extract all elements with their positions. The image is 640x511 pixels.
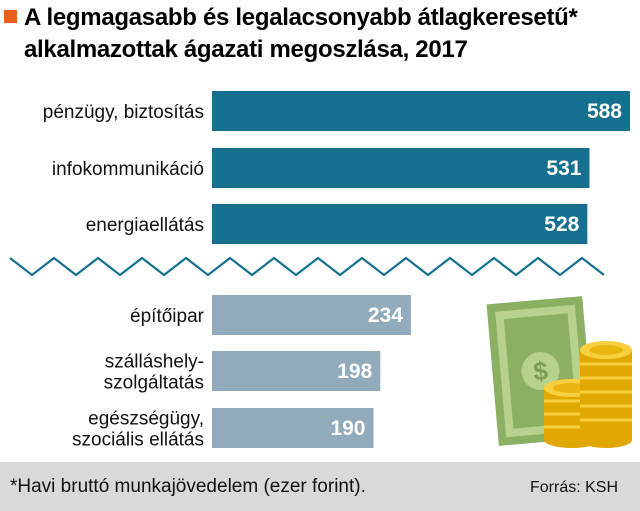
chart-title-line-2: alkalmazottak ágazati megoszlása, 2017 (24, 36, 468, 63)
axis-break-zigzag (9, 256, 605, 277)
category-label: szociális ellátás (72, 430, 204, 451)
bar-lowest-2 (212, 408, 374, 448)
footer: *Havi bruttó munkajövedelem (ezer forint… (0, 462, 640, 511)
category-label: építőipar (130, 306, 205, 327)
bar-highest-0 (212, 91, 630, 131)
bar-value-label: 190 (330, 417, 365, 440)
bar-value-label: 198 (337, 360, 372, 383)
bar-value-label: 588 (587, 100, 622, 123)
money-icon: $ (486, 296, 632, 448)
category-label: infokommunikáció (52, 159, 204, 180)
category-label: egészségügy, (88, 409, 204, 430)
chart-title-line-1: A legmagasabb és legalacsonyabb átlagker… (24, 4, 578, 31)
source-credit: Forrás: KSH (529, 479, 618, 496)
svg-text:$: $ (532, 355, 550, 386)
chart-title: A legmagasabb és legalacsonyabb átlagker… (24, 2, 634, 66)
footnote: *Havi bruttó munkajövedelem (ezer forint… (10, 476, 366, 497)
bar-value-label: 531 (546, 157, 581, 180)
bar-highest-1 (212, 148, 590, 188)
category-label: pénzügy, biztosítás (43, 102, 204, 123)
title-marker (4, 10, 17, 23)
bars-layer: 588 pénzügy, biztosítás 531 infokommunikáci… (43, 91, 630, 451)
bar-lowest-1 (212, 351, 381, 391)
category-label: szolgáltatás (104, 373, 204, 394)
bar-lowest-0 (212, 295, 411, 335)
bar-chart: 588 pénzügy, biztosítás 531 infokommunikáci… (9, 91, 632, 451)
category-label: energiaellátás (86, 215, 204, 236)
bar-value-label: 234 (368, 304, 403, 327)
bar-highest-2 (212, 204, 588, 244)
bar-value-label: 528 (544, 213, 579, 236)
category-label: szálláshely- (105, 352, 204, 373)
